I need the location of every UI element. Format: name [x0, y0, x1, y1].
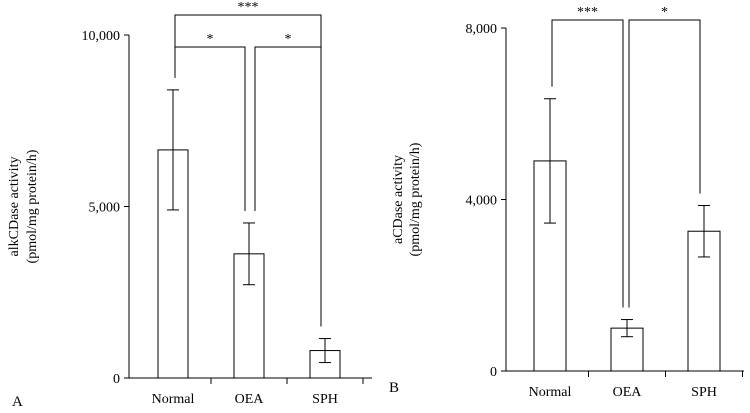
y-tick-label: 10,000 — [82, 29, 121, 44]
x-category-label: SPH — [691, 385, 717, 400]
panel-label: A — [12, 394, 23, 410]
x-category-label: OEA — [235, 392, 265, 407]
significance-label: * — [207, 32, 214, 47]
x-category-label: Normal — [152, 392, 195, 407]
y-axis-unit: (pmol/mg protein/h) — [25, 149, 40, 263]
significance-bracket — [254, 46, 322, 327]
significance-bracket — [551, 19, 624, 308]
y-axis-unit: (pmol/mg protein/h) — [408, 142, 423, 256]
significance-label: * — [285, 32, 292, 47]
significance-label: *** — [577, 5, 598, 20]
y-tick-label: 4,000 — [466, 194, 498, 209]
x-category-label: OEA — [613, 385, 643, 400]
y-tick-label: 0 — [490, 365, 497, 380]
significance-bracket — [174, 14, 322, 327]
significance-label: *** — [238, 0, 259, 15]
significance-bracket — [628, 19, 701, 308]
significance-label: * — [661, 5, 668, 20]
y-tick-label: 8,000 — [466, 22, 498, 37]
bar-sph — [309, 350, 341, 379]
y-axis-title: aCDase activity — [391, 155, 406, 244]
y-tick-label: 0 — [113, 372, 120, 387]
y-axis-title: alkCDase activity — [7, 157, 22, 257]
x-category-label: SPH — [312, 392, 338, 407]
y-tick-label: 5,000 — [89, 201, 121, 216]
significance-bracket — [174, 46, 246, 211]
x-category-label: Normal — [529, 385, 572, 400]
panel-label: B — [389, 380, 399, 396]
